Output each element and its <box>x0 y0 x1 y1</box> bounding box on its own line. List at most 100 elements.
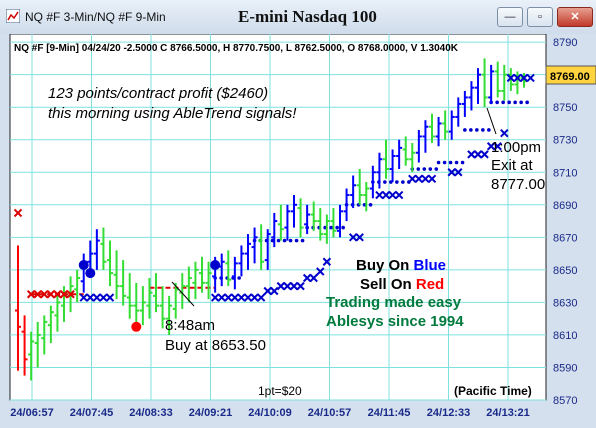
x-stroke <box>105 293 115 302</box>
x-stroke <box>486 142 496 151</box>
x-stroke <box>276 281 286 291</box>
buy-rule-prefix: Buy On <box>356 257 414 274</box>
price-bar <box>369 165 376 199</box>
x-stroke <box>302 273 312 283</box>
trend-dot <box>422 167 427 171</box>
x-stroke <box>447 168 456 177</box>
price-bar <box>376 152 383 189</box>
price-bar <box>238 245 245 277</box>
price-bar <box>442 110 449 140</box>
trailing-stop-x <box>414 174 424 183</box>
price-bar <box>291 195 297 228</box>
x-stroke <box>454 168 463 177</box>
trailing-stop-x <box>486 142 496 151</box>
sell-entry-x <box>13 208 23 218</box>
sell-stop-x <box>59 290 69 299</box>
trend-dot <box>501 100 505 105</box>
entry-arrow <box>171 281 195 307</box>
price-bar <box>93 229 100 270</box>
x-stroke <box>270 286 279 296</box>
plot-area <box>9 34 547 401</box>
x-stroke <box>210 293 220 302</box>
price-bar <box>330 208 337 238</box>
trailing-stop-x <box>375 190 384 200</box>
y-tick-label: 8590 <box>553 362 577 374</box>
x-stroke <box>99 293 108 302</box>
trailing-stop-x <box>322 257 332 266</box>
x-tick-label: 24/08:33 <box>129 407 172 419</box>
x-axis: 24/06:57 24/07:45 24/08:33 24/09:21 24/10:09… <box>10 407 529 419</box>
x-stroke <box>86 293 95 302</box>
trailing-stop-x <box>256 293 266 302</box>
x-stroke <box>283 281 292 291</box>
sell-stop-x <box>26 290 36 299</box>
sell-stop-x <box>53 290 62 299</box>
trend-dot <box>368 203 373 207</box>
price-bar <box>356 169 363 205</box>
x-stroke <box>513 73 522 83</box>
price-bar <box>494 61 501 98</box>
close-icon: ✕ <box>570 11 580 23</box>
price-bar <box>113 250 120 300</box>
trailing-stop-x <box>316 267 325 276</box>
trend-dot <box>428 167 433 171</box>
x-tick-label: 24/09:21 <box>189 407 232 419</box>
price-bar <box>34 321 41 368</box>
sell-rule: Sell On Red <box>360 276 444 293</box>
exit-price-label: 8777.00 <box>491 176 545 193</box>
buy-rule: Buy On Blue <box>356 257 446 274</box>
x-tick-label: 24/12:33 <box>427 407 470 419</box>
grid-lines <box>10 34 546 401</box>
x-stroke <box>381 190 391 200</box>
sell-stop-x <box>33 290 42 299</box>
trailing-stop-x <box>224 293 233 302</box>
profit-annotation-line2: this morning using AbleTrend signals! <box>48 105 297 122</box>
close-button[interactable]: ✕ <box>557 7 593 27</box>
trend-dot <box>294 238 299 243</box>
profit-annotation-line1: 123 points/contract profit ($2460) <box>48 85 268 102</box>
price-bar <box>409 142 416 173</box>
trailing-stop-x <box>506 73 516 83</box>
restore-button[interactable]: ▫ <box>527 7 553 27</box>
x-tick-label: 24/11:45 <box>368 407 411 419</box>
y-tick-label: 8750 <box>553 102 577 114</box>
trend-dot <box>487 128 491 132</box>
price-bar <box>271 212 278 248</box>
price-bar <box>166 295 173 335</box>
price-bar <box>277 204 284 241</box>
trailing-stop-x <box>237 293 246 302</box>
price-bar <box>231 256 238 290</box>
buy-rule-color: Blue <box>414 257 447 274</box>
exit-arrow <box>486 107 497 135</box>
sell-stop-x <box>66 290 75 299</box>
chart-title: E-mini Nasdaq 100 <box>238 7 377 26</box>
price-bar <box>461 90 468 117</box>
price-bar <box>120 260 127 306</box>
trend-dot <box>463 128 467 132</box>
trailing-stop-x <box>250 293 259 302</box>
trailing-stop-x <box>243 293 253 302</box>
price-bar <box>481 58 488 108</box>
x-stroke <box>427 174 437 183</box>
price-bar <box>488 64 495 104</box>
trailing-stop-x <box>447 168 456 177</box>
trailing-stop-x <box>348 233 358 242</box>
y-tick-label: 8670 <box>553 232 577 244</box>
x-stroke <box>526 73 535 83</box>
trend-dot <box>416 167 421 171</box>
trailing-stop-x <box>427 174 437 183</box>
trend-dot <box>469 128 473 132</box>
price-bar <box>468 81 475 111</box>
trailing-stop-x <box>296 281 305 291</box>
price-bar <box>159 286 166 329</box>
trend-dot <box>454 160 459 165</box>
x-stroke <box>33 290 42 299</box>
minimize-button[interactable]: — <box>497 7 523 27</box>
minimize-icon: — <box>504 11 516 23</box>
y-tick-label: 8630 <box>553 297 577 309</box>
price-bar <box>205 261 212 300</box>
x-stroke <box>289 281 299 291</box>
trend-dot <box>341 225 345 230</box>
x-stroke <box>59 290 69 299</box>
trend-dot <box>335 225 339 230</box>
